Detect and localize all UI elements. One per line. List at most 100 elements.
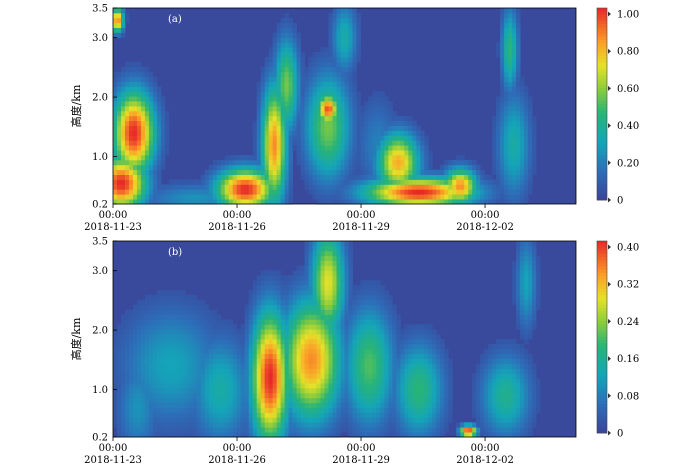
heatmap-cell <box>232 417 238 423</box>
heatmap-cell <box>340 57 345 63</box>
heatmap-cell <box>436 397 441 404</box>
heatmap-cell <box>376 96 381 102</box>
heatmap-cell <box>208 417 214 423</box>
heatmap-cell <box>128 319 134 325</box>
heatmap-cell <box>216 397 222 404</box>
heatmap-cell <box>396 417 401 423</box>
heatmap-cell <box>340 76 345 82</box>
heatmap-cell <box>216 329 222 335</box>
heatmap-cell <box>372 285 377 291</box>
heatmap-cell <box>356 37 361 43</box>
heatmap-cell <box>200 378 206 384</box>
heatmap-cell <box>440 392 445 399</box>
heatmap-cell <box>456 422 461 428</box>
heatmap-cell <box>416 348 421 355</box>
heatmap-cell <box>420 417 425 423</box>
heatmap-cell <box>352 150 357 156</box>
heatmap-cell <box>500 86 505 92</box>
heatmap-cell <box>388 189 393 195</box>
heatmap-cell <box>376 324 381 330</box>
heatmap-cell <box>368 368 373 374</box>
heatmap-cell <box>504 71 509 77</box>
heatmap-cell <box>300 120 305 126</box>
heatmap-cell <box>232 334 238 340</box>
heatmap-cell <box>464 174 469 180</box>
heatmap-cell <box>516 42 521 48</box>
heatmap-cell <box>336 81 341 87</box>
colorbar-segment <box>597 171 607 175</box>
heatmap-cell <box>516 115 521 122</box>
heatmap-cell <box>324 334 329 340</box>
heatmap-cell <box>336 155 341 161</box>
heatmap-cell <box>448 358 453 364</box>
heatmap-cell <box>320 52 325 58</box>
heatmap-cell <box>324 110 329 117</box>
heatmap-cell <box>224 343 230 350</box>
heatmap-cell <box>304 155 309 161</box>
heatmap-cell <box>124 169 130 175</box>
heatmap-cell <box>148 304 154 310</box>
heatmap-cell <box>412 174 417 180</box>
heatmap-cell <box>284 125 290 131</box>
heatmap-cell <box>488 343 493 350</box>
heatmap-cell <box>172 348 178 355</box>
heatmap-cell <box>376 290 381 296</box>
heatmap-cell <box>160 422 166 428</box>
heatmap-cell <box>252 314 258 320</box>
heatmap-cell <box>332 37 337 43</box>
heatmap-cell <box>320 383 325 389</box>
heatmap-cell <box>440 412 445 418</box>
heatmap-cell <box>280 155 286 161</box>
heatmap-cell <box>252 412 258 418</box>
heatmap-cell <box>508 71 513 77</box>
heatmap-cell <box>164 358 170 364</box>
heatmap-cell <box>500 422 505 428</box>
heatmap-cell <box>356 432 361 438</box>
heatmap-cell <box>300 106 305 112</box>
heatmap-cell <box>268 353 274 359</box>
heatmap-cell <box>120 392 126 399</box>
heatmap-cell <box>420 407 425 413</box>
heatmap-cell <box>492 358 497 364</box>
heatmap-cell <box>348 299 353 306</box>
heatmap-cell <box>113 329 118 335</box>
heatmap-cell <box>420 184 425 190</box>
heatmap-cell <box>284 12 290 19</box>
heatmap-cell <box>300 412 305 418</box>
heatmap-cell <box>296 392 301 399</box>
heatmap-cell <box>320 265 325 271</box>
heatmap-cell <box>488 373 493 379</box>
heatmap-cell <box>236 343 242 350</box>
heatmap-cell <box>344 17 349 24</box>
heatmap-cell <box>132 150 138 156</box>
heatmap-cell <box>344 96 349 102</box>
heatmap-cell <box>328 47 333 53</box>
heatmap-cell <box>148 71 154 77</box>
heatmap-cell <box>368 388 373 394</box>
heatmap-cell <box>368 189 373 195</box>
heatmap-cell <box>113 17 118 24</box>
heatmap-cell <box>348 106 353 112</box>
heatmap-cell <box>508 32 513 38</box>
heatmap-cell <box>304 392 309 399</box>
heatmap-cell <box>288 378 294 384</box>
heatmap-cell <box>268 299 274 306</box>
heatmap-cell <box>496 110 501 117</box>
heatmap-cell <box>528 184 533 190</box>
heatmap-cell <box>300 324 305 330</box>
heatmap-cell <box>312 86 317 92</box>
heatmap-cell <box>240 339 246 345</box>
heatmap-cell <box>320 304 325 310</box>
heatmap-cell <box>192 348 198 355</box>
heatmap-cell <box>356 96 361 102</box>
heatmap-cell <box>392 140 397 146</box>
heatmap-cell <box>252 125 258 131</box>
heatmap-cell <box>396 324 401 330</box>
heatmap-cell <box>200 314 206 320</box>
heatmap-cell <box>448 378 453 384</box>
heatmap-cell <box>372 319 377 325</box>
heatmap-cell <box>472 378 477 384</box>
heatmap-cell <box>384 125 389 131</box>
heatmap-cell <box>272 348 278 355</box>
heatmap-cell <box>512 184 517 190</box>
